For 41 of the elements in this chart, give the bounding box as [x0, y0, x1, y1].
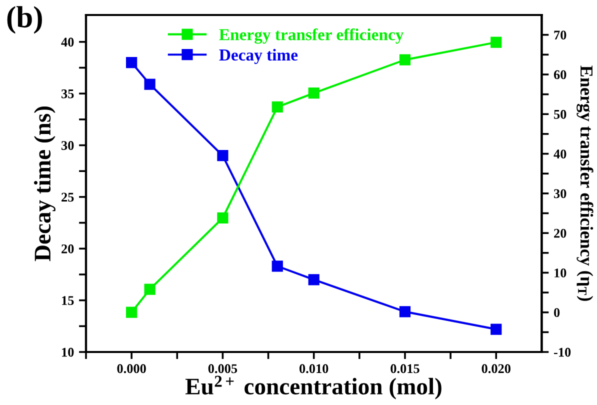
point [308, 88, 320, 99]
point [126, 56, 138, 68]
x-tick-label: 0.000 [117, 364, 146, 374]
y-tick-label: 15 [62, 296, 74, 306]
y2-tick-label: 10 [554, 268, 566, 278]
y-tick-label: 35 [61, 89, 74, 98]
y-tick-label: 20 [62, 244, 74, 254]
point [308, 274, 320, 286]
point [490, 324, 502, 335]
point [126, 306, 138, 318]
y-tick-label: 25 [62, 192, 74, 202]
point [272, 101, 283, 113]
y2-tick-label: 0 [554, 308, 560, 318]
y2-tick-label: 30 [554, 189, 566, 198]
point [217, 212, 228, 224]
x-tick-label: 0.010 [300, 364, 328, 374]
y-tick-label: 10 [62, 348, 74, 357]
point [144, 78, 156, 90]
y2-axis-title: Energy transfer efficiency (η$_{T}$) [576, 66, 594, 301]
y2-tick-label: 20 [554, 228, 566, 238]
x-tick-label: 0.015 [390, 364, 420, 374]
y2-tick-label: -10 [554, 348, 571, 357]
point [490, 36, 502, 48]
point [399, 306, 411, 318]
y2-tick-label: 70 [554, 30, 566, 40]
y-tick-label: 40 [61, 38, 74, 47]
y-axis-title: Decay time (ns) [34, 106, 56, 262]
x-tick-label: 0.020 [482, 364, 510, 374]
y-tick-label: 30 [61, 141, 74, 150]
legend-label: Decay time [219, 48, 298, 64]
point [144, 284, 156, 295]
x-axis-title: Eu$^{2+}$ concentration (mol) [185, 376, 442, 400]
point [399, 54, 411, 66]
y2-tick-label: 40 [554, 150, 566, 158]
point [217, 150, 228, 162]
text: (b) [7, 6, 42, 34]
legend-label: Energy transfer efficiency [219, 28, 404, 44]
point [272, 260, 283, 272]
x-tick-label: 0.005 [208, 364, 238, 374]
y2-tick-label: 50 [554, 110, 566, 119]
y2-tick-label: 60 [554, 70, 566, 80]
